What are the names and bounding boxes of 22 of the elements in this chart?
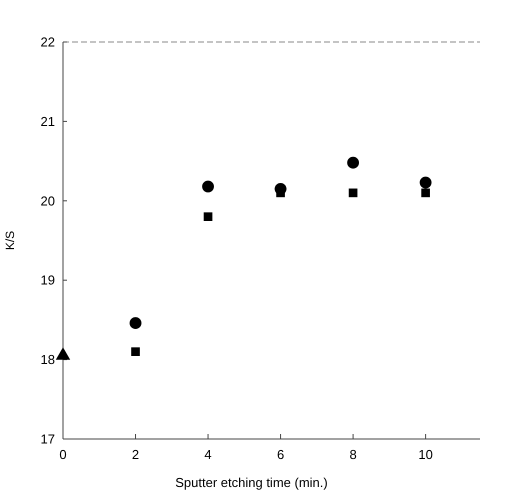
y-axis-title: K/S [3, 230, 17, 250]
y-tick-label: 20 [40, 193, 55, 208]
x-axis-title: Sputter etching time (min.) [175, 475, 328, 490]
y-tick-label: 17 [40, 432, 55, 446]
y-tick-label: 22 [40, 34, 55, 50]
y-tick-label: 18 [40, 352, 55, 368]
x-tick-label: 4 [204, 447, 212, 462]
y-tick-label: 21 [40, 114, 55, 129]
y-tick-label: 19 [40, 272, 55, 288]
x-tick-label: 2 [132, 447, 140, 462]
x-tick-label: 0 [59, 447, 67, 462]
point [347, 156, 360, 169]
point [130, 317, 142, 329]
point [348, 188, 358, 198]
x-tick-label: 8 [349, 447, 357, 462]
point [131, 347, 140, 356]
point [204, 212, 212, 222]
x-tick-label: 10 [418, 447, 433, 462]
point [420, 176, 432, 188]
point [421, 188, 430, 198]
x-tick-label: 6 [276, 447, 284, 462]
point [202, 180, 214, 192]
